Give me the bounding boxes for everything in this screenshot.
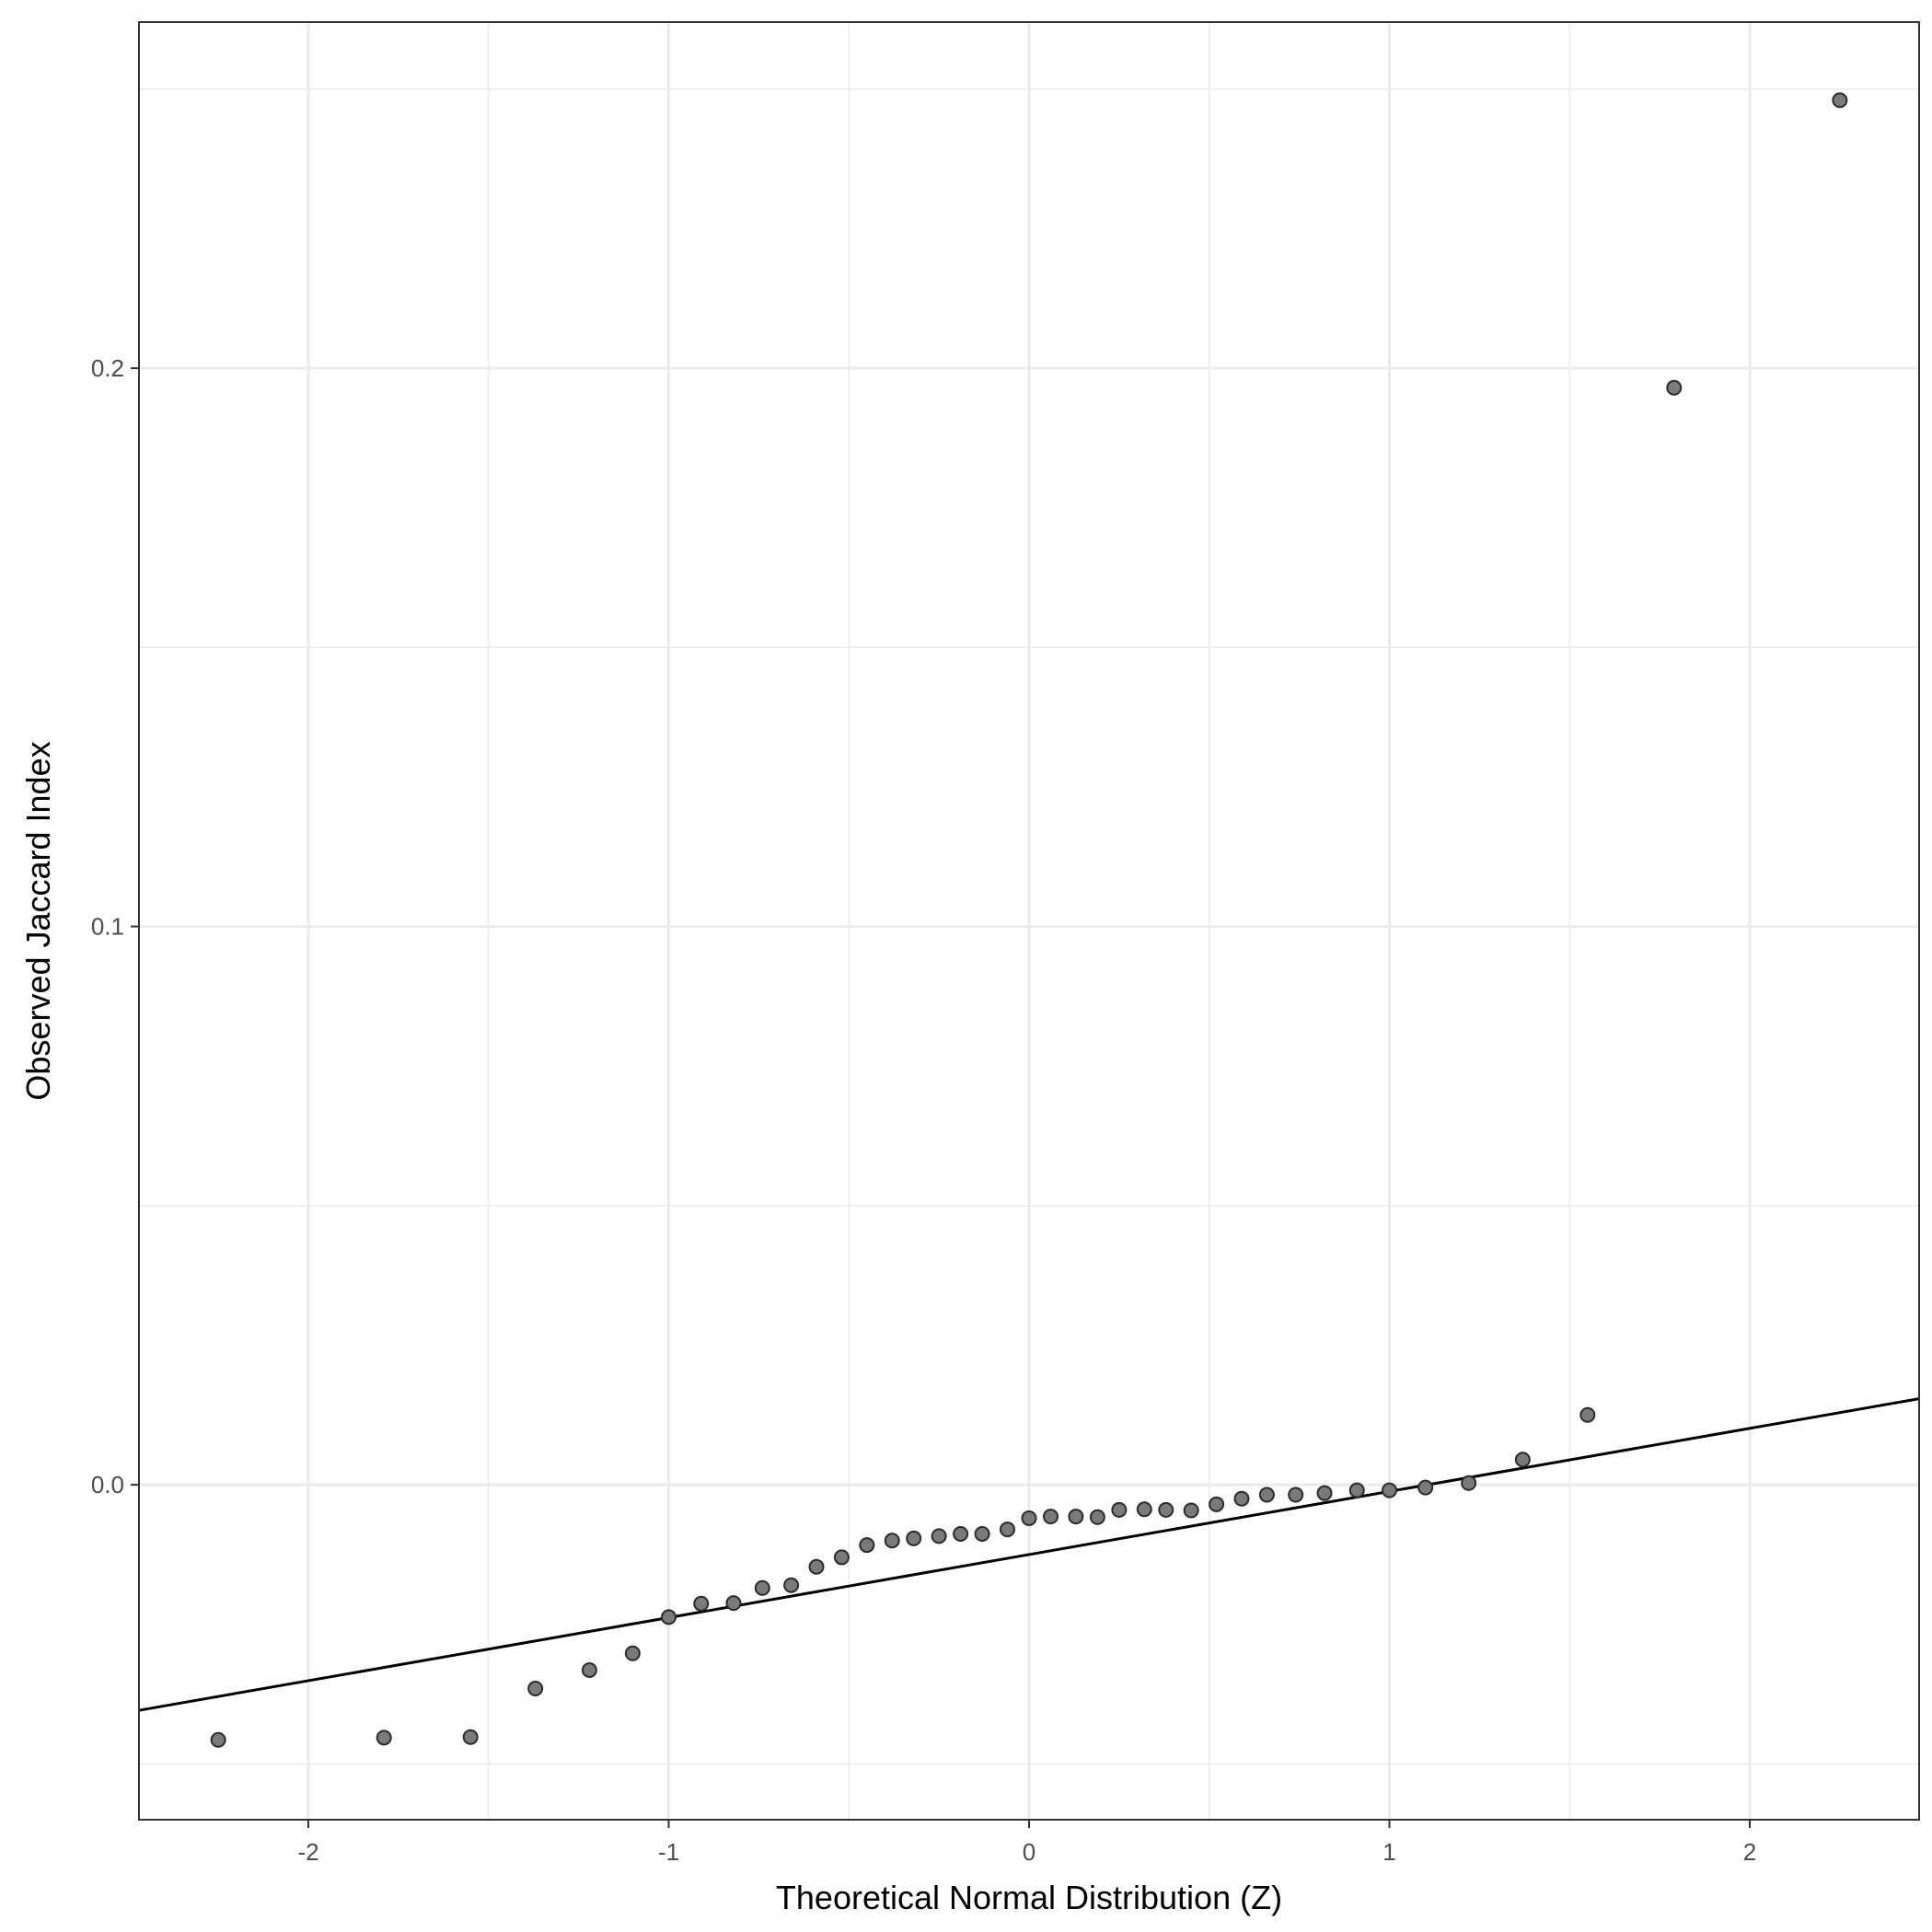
data-point <box>884 1533 900 1549</box>
data-point <box>1000 1521 1016 1538</box>
reference-line-layer <box>138 1397 1920 1712</box>
data-point <box>1183 1502 1199 1519</box>
data-point <box>859 1537 875 1554</box>
data-point <box>1417 1479 1434 1496</box>
data-point <box>1068 1509 1084 1525</box>
y-tick-label: 0.1 <box>91 913 124 941</box>
data-point <box>754 1579 770 1596</box>
data-point <box>210 1731 226 1748</box>
x-tick-label: -1 <box>658 1838 679 1866</box>
data-point <box>624 1645 641 1661</box>
data-point <box>931 1528 947 1544</box>
data-point <box>725 1595 742 1612</box>
data-point <box>1042 1509 1059 1525</box>
x-tick-label: 1 <box>1382 1838 1395 1866</box>
axes-layer: -2 -1 0 1 2 0.0 0.1 0.2 <box>91 354 1756 1866</box>
data-point <box>1579 1406 1596 1423</box>
data-point <box>808 1558 825 1575</box>
data-point <box>462 1729 479 1745</box>
x-tick-label: 0 <box>1023 1838 1035 1866</box>
points-layer <box>210 92 1848 1748</box>
data-point <box>1233 1490 1250 1507</box>
data-point <box>1136 1501 1152 1518</box>
data-point <box>1021 1510 1037 1526</box>
major-gridlines <box>139 22 1919 1820</box>
data-point <box>783 1577 800 1593</box>
data-point <box>906 1530 922 1546</box>
data-point <box>1381 1482 1397 1498</box>
y-tick-label: 0.2 <box>91 354 124 382</box>
data-point <box>1288 1487 1304 1503</box>
data-point <box>1158 1501 1174 1518</box>
data-point <box>376 1730 392 1746</box>
y-axis-title: Observed Jaccard Index <box>19 741 57 1100</box>
data-point <box>1258 1487 1275 1503</box>
data-point <box>953 1525 969 1542</box>
data-point <box>1316 1485 1333 1501</box>
x-tick-label: -2 <box>297 1838 318 1866</box>
data-point <box>1348 1482 1365 1498</box>
data-point <box>1111 1501 1128 1518</box>
data-point <box>1832 92 1848 109</box>
data-point <box>1089 1509 1105 1525</box>
data-point <box>1461 1475 1477 1491</box>
data-point <box>1666 379 1683 396</box>
data-point <box>693 1595 710 1612</box>
data-point <box>661 1609 677 1625</box>
y-tick-label: 0.0 <box>91 1471 124 1498</box>
data-point <box>1514 1452 1531 1468</box>
x-tick-label: 2 <box>1743 1838 1756 1866</box>
data-point <box>527 1680 544 1696</box>
x-axis-title: Theoretical Normal Distribution (Z) <box>776 1879 1282 1916</box>
data-point <box>581 1661 597 1678</box>
data-point <box>1209 1496 1225 1512</box>
reference-line <box>138 1397 1920 1712</box>
data-point <box>974 1525 990 1542</box>
data-point <box>833 1549 850 1566</box>
